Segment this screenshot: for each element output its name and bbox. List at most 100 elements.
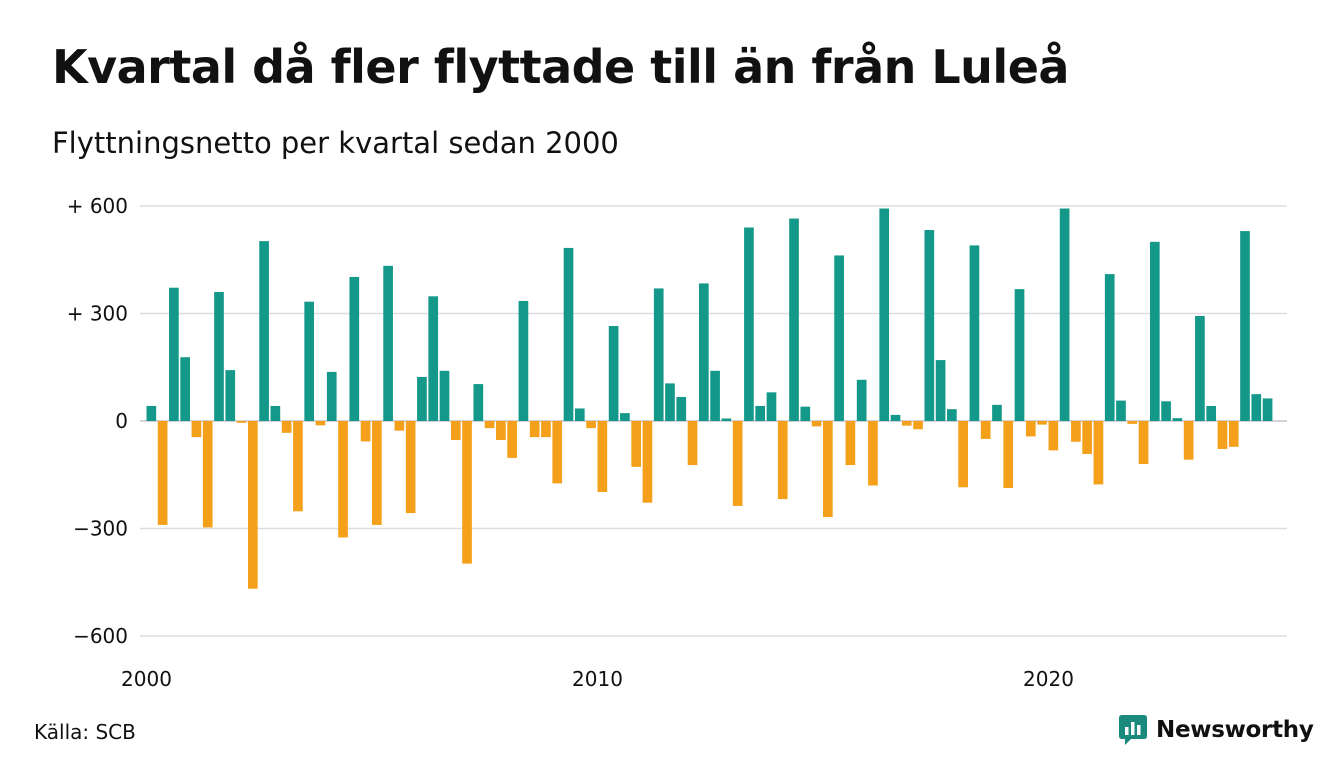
bar-2000-q4 xyxy=(180,357,190,421)
brand-logo: Newsworthy xyxy=(1118,714,1314,746)
newsworthy-logo-icon xyxy=(1119,715,1147,745)
x-tick-label: 2000 xyxy=(121,667,172,691)
y-tick-label: −300 xyxy=(73,517,128,541)
brand-name: Newsworthy xyxy=(1156,717,1314,743)
bar-2007-q1 xyxy=(462,421,472,564)
chart-title: Kvartal då fler flyttade till än från Lu… xyxy=(52,40,1069,94)
bar-2000-q2 xyxy=(157,421,168,525)
bar-2004-q4 xyxy=(360,421,371,442)
bar-2023-q4 xyxy=(1217,421,1228,449)
bar-2019-q4 xyxy=(1037,421,1047,425)
y-tick-label: + 300 xyxy=(67,302,128,326)
bar-2000-q3 xyxy=(169,287,179,421)
bar-2014-q2 xyxy=(789,218,799,421)
bar-2015-q3 xyxy=(845,421,856,466)
bar-2015-q4 xyxy=(856,379,867,421)
bar-2003-q3 xyxy=(304,301,315,421)
bar-2008-q2 xyxy=(518,300,529,421)
bar-2010-q1 xyxy=(597,421,608,492)
bar-2002-q3 xyxy=(259,241,269,421)
bar-2020-q2 xyxy=(1059,208,1070,421)
bar-2022-q4 xyxy=(1172,418,1183,421)
bar-2021-q1 xyxy=(1093,421,1104,485)
bar-2011-q3 xyxy=(665,383,675,422)
bar-2021-q3 xyxy=(1116,400,1126,421)
bar-2010-q2 xyxy=(608,326,619,421)
bar-2013-q4 xyxy=(766,392,777,421)
bar-2020-q3 xyxy=(1071,421,1081,442)
bar-2013-q2 xyxy=(744,227,754,421)
bar-2003-q4 xyxy=(315,421,326,426)
bar-2005-q1 xyxy=(372,421,382,525)
bar-2019-q2 xyxy=(1014,289,1025,421)
bar-2016-q3 xyxy=(890,414,901,421)
y-tick-label: −600 xyxy=(73,624,128,648)
bar-2008-q4 xyxy=(541,421,551,438)
bar-2005-q2 xyxy=(383,265,393,421)
bar-2022-q3 xyxy=(1161,401,1171,421)
bar-2016-q4 xyxy=(901,421,912,426)
bar-2009-q1 xyxy=(552,421,563,484)
bar-2023-q2 xyxy=(1195,316,1205,421)
bar-2002-q4 xyxy=(270,405,281,421)
bar-2007-q4 xyxy=(496,421,506,440)
bar-2020-q1 xyxy=(1048,421,1059,451)
bar-2013-q1 xyxy=(732,421,743,506)
bar-2018-q3 xyxy=(980,421,991,439)
bar-2022-q2 xyxy=(1149,241,1160,421)
bar-2011-q4 xyxy=(676,396,687,421)
bar-2021-q4 xyxy=(1127,421,1138,424)
bar-2004-q2 xyxy=(338,421,348,538)
bar-2017-q4 xyxy=(947,409,957,421)
bar-2006-q1 xyxy=(417,376,427,421)
bar-2017-q1 xyxy=(913,421,923,430)
bar-2015-q2 xyxy=(834,255,844,421)
bar-2003-q1 xyxy=(281,421,292,433)
bar-2016-q1 xyxy=(868,421,878,486)
bar-2017-q3 xyxy=(935,360,946,421)
bar-2004-q3 xyxy=(349,276,360,421)
bar-2010-q3 xyxy=(620,413,630,421)
bar-2023-q3 xyxy=(1206,405,1217,421)
bar-2013-q3 xyxy=(755,405,766,421)
y-axis-labels: + 600 + 300 0 −300 −600 xyxy=(67,194,128,648)
bar-2022-q1 xyxy=(1138,421,1149,464)
bar-2007-q3 xyxy=(484,421,495,429)
source-note: Källa: SCB xyxy=(34,720,136,744)
bar-2012-q3 xyxy=(710,370,720,421)
bar-2002-q2 xyxy=(247,421,258,589)
bar-2006-q3 xyxy=(439,370,450,421)
bar-2014-q1 xyxy=(777,421,788,500)
bar-2001-q2 xyxy=(202,421,213,528)
y-tick-label: + 600 xyxy=(67,194,128,218)
bar-2018-q4 xyxy=(992,404,1002,422)
bar-2018-q1 xyxy=(958,421,968,488)
bar-2000-q1 xyxy=(146,405,157,421)
x-tick-label: 2010 xyxy=(572,667,623,691)
bar-2007-q2 xyxy=(473,384,484,421)
bar-2012-q1 xyxy=(687,421,698,466)
bar-2001-q4 xyxy=(225,370,236,421)
bar-2002-q1 xyxy=(236,421,247,423)
bar-2011-q2 xyxy=(653,288,664,421)
x-axis-labels: 2000 2010 2020 xyxy=(121,667,1074,691)
bar-2009-q2 xyxy=(563,247,574,421)
bar-2008-q3 xyxy=(529,421,540,438)
bar-2011-q1 xyxy=(642,421,653,503)
bar-2012-q2 xyxy=(698,283,709,421)
bar-2004-q1 xyxy=(326,371,337,421)
bar-2006-q4 xyxy=(450,421,461,440)
bar-2012-q4 xyxy=(721,418,732,421)
bar-2008-q1 xyxy=(507,421,517,458)
bar-2015-q1 xyxy=(823,421,833,518)
y-tick-label: 0 xyxy=(115,409,128,433)
bars xyxy=(146,208,1273,589)
bar-2018-q2 xyxy=(969,245,980,421)
bar-2019-q3 xyxy=(1025,421,1036,437)
bar-2001-q3 xyxy=(214,292,224,421)
bar-2023-q1 xyxy=(1183,421,1194,460)
bar-2003-q2 xyxy=(293,421,303,512)
chart-subtitle: Flyttningsnetto per kvartal sedan 2000 xyxy=(52,126,619,160)
bar-2017-q2 xyxy=(924,230,935,421)
